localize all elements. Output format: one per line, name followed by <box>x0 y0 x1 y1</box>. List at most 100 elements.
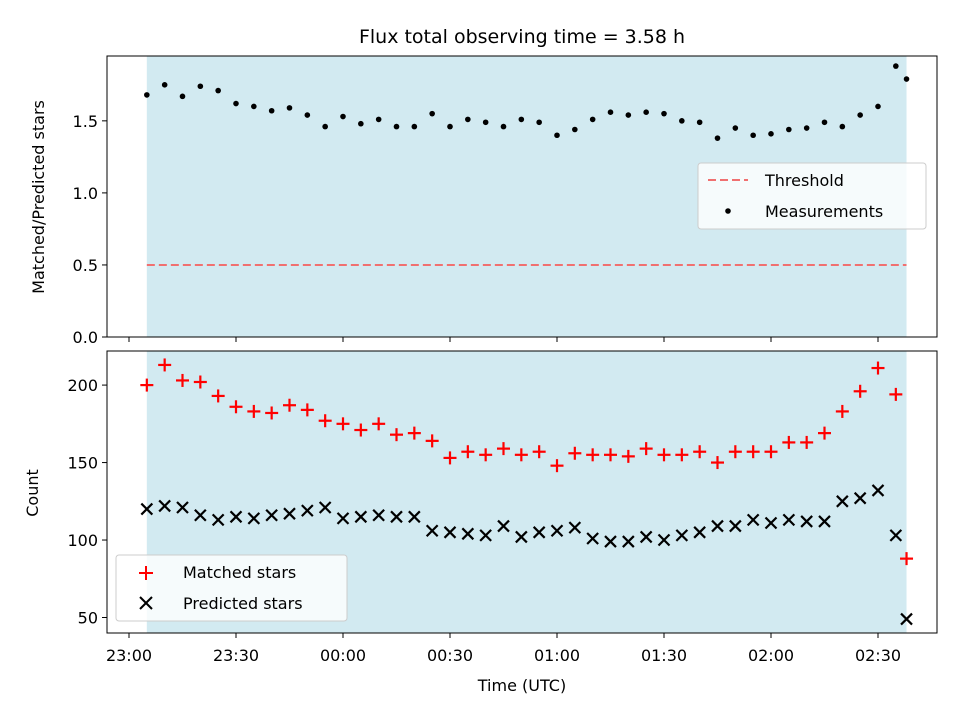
bottom-legend: Matched stars Predicted stars <box>115 554 348 622</box>
matched-star-point <box>229 400 243 414</box>
predicted-star-point <box>372 508 385 522</box>
predicted-star-point <box>836 495 849 508</box>
predicted-star-point <box>657 533 671 547</box>
predicted-star-point <box>283 507 296 520</box>
matched-star-point <box>835 404 849 418</box>
matched-star-point <box>407 426 421 440</box>
top-panel: 0.0 0.5 1.0 1.5 Matched/Predicted stars Thr… <box>29 55 938 347</box>
measurement-point <box>179 93 186 100</box>
predicted-star-point <box>479 529 492 542</box>
measurement-point <box>322 123 328 130</box>
predicted-star-point <box>550 524 564 538</box>
legend-measurements-swatch <box>725 208 731 214</box>
matched-star-point <box>300 403 314 417</box>
measurement-point <box>607 109 614 115</box>
bottom-x-tick-label: 23:30 <box>213 646 259 665</box>
predicted-star-point <box>900 612 913 626</box>
predicted-star-point <box>336 512 350 525</box>
measurement-point <box>500 123 507 130</box>
measurement-point <box>161 82 168 88</box>
measurement-point <box>233 100 239 107</box>
matched-star-point <box>158 358 172 372</box>
matched-star-point <box>193 375 207 389</box>
predicted-star-point <box>461 527 475 541</box>
bottom-x-tick-label: 00:30 <box>427 646 473 665</box>
predicted-star-point <box>818 515 831 528</box>
matched-star-point <box>265 406 279 420</box>
top-legend-box <box>697 162 927 230</box>
measurement-point <box>661 110 667 117</box>
matched-star-point <box>140 378 154 392</box>
predicted-star-point <box>515 530 528 544</box>
measurement-point <box>893 63 899 69</box>
predicted-star-point <box>318 501 332 514</box>
matched-star-point <box>514 448 528 462</box>
bottom-y-ticks: 50 100 150 200 <box>67 376 107 628</box>
matched-star-point <box>900 552 914 566</box>
bottom-x-tick-label: 02:00 <box>748 646 794 665</box>
matched-star-point <box>568 446 582 460</box>
measurement-point <box>643 109 649 115</box>
measurement-point <box>696 119 703 126</box>
bottom-axes-frame <box>106 350 938 634</box>
top-y-tick-label: 1.5 <box>73 112 98 131</box>
matched-star-point <box>586 448 600 462</box>
measurement-point <box>429 110 435 117</box>
bottom-x-tick-label: 23:00 <box>106 646 152 665</box>
matched-star-point <box>639 442 653 456</box>
measurement-point <box>714 135 721 141</box>
top-x-ticks <box>128 337 879 342</box>
predicted-star-point <box>729 519 742 533</box>
matched-star-point <box>479 448 493 462</box>
matched-star-point <box>372 417 386 431</box>
count-points <box>140 358 914 626</box>
legend-measurements-label: Measurements <box>765 202 883 221</box>
matched-star-point <box>675 448 689 462</box>
measurement-point <box>839 123 846 130</box>
measurement-point <box>144 92 150 98</box>
measurement-point <box>625 112 632 118</box>
matched-star-point <box>853 384 867 398</box>
measurement-point <box>447 123 453 130</box>
measurement-point <box>786 126 792 133</box>
predicted-star-point <box>711 519 724 533</box>
predicted-star-point <box>354 510 368 524</box>
matched-star-point <box>550 459 564 473</box>
bottom-legend-box <box>115 554 348 622</box>
matched-star-point <box>657 448 671 462</box>
top-y-axis-label: Matched/Predicted stars <box>29 100 48 294</box>
matched-star-point <box>871 361 885 375</box>
measurement-point <box>482 119 489 126</box>
x-axis-label: Time (UTC) <box>477 676 566 695</box>
predicted-star-point <box>871 484 885 497</box>
measurement-point <box>803 125 810 131</box>
matched-star-point <box>693 445 707 459</box>
matched-star-point <box>176 373 189 387</box>
measurement-point <box>875 103 881 110</box>
matched-star-point <box>390 428 403 442</box>
measurement-point <box>589 116 596 123</box>
measurement-point <box>304 112 311 118</box>
predicted-star-point <box>140 502 154 516</box>
matched-star-point <box>746 445 760 459</box>
predicted-star-point <box>176 501 189 514</box>
measurement-point <box>857 112 863 118</box>
predicted-star-point <box>800 515 813 528</box>
bottom-y-tick-label: 50 <box>78 609 98 628</box>
matched-star-point <box>782 435 796 449</box>
measurement-point <box>358 120 364 127</box>
matched-star-point <box>728 445 742 459</box>
measurement-point <box>750 132 756 139</box>
legend-predicted-label: Predicted stars <box>183 594 303 613</box>
bottom-panel: 50 100 150 200 23:00 23:30 00:00 00:30 01:00 01:… <box>23 350 938 695</box>
matched-star-point <box>711 456 724 470</box>
predicted-star-point <box>622 535 635 548</box>
matched-star-point <box>354 423 368 437</box>
matched-star-point <box>889 387 903 401</box>
matched-star-point <box>247 404 261 418</box>
legend-matched-label: Matched stars <box>183 563 296 582</box>
matched-star-point <box>621 449 635 463</box>
predicted-star-point <box>604 535 617 548</box>
bottom-y-tick-label: 100 <box>67 531 98 550</box>
